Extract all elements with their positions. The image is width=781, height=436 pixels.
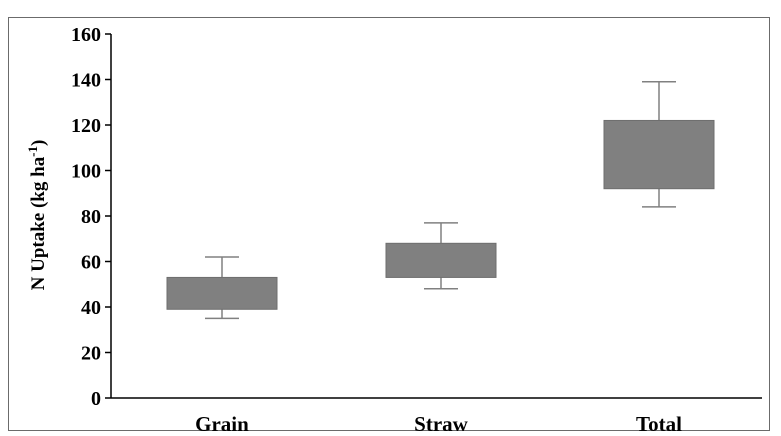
x-category-label: Straw <box>414 412 468 436</box>
box-total <box>603 119 715 190</box>
y-tick-label: 40 <box>81 297 101 319</box>
y-tick-label: 80 <box>81 206 101 228</box>
y-tick-label: 160 <box>71 24 101 46</box>
labels: 0 20 40 60 80 100 120 140 160 Grain Straw Total <box>71 24 682 436</box>
y-tick-label: 0 <box>91 388 101 410</box>
box-straw <box>385 242 497 278</box>
y-tick-label: 120 <box>71 115 101 137</box>
y-tick-label: 20 <box>81 343 101 365</box>
y-tick-label: 140 <box>71 70 101 92</box>
boxes <box>166 81 715 320</box>
y-tick-label: 60 <box>81 252 101 274</box>
y-tick-label: 100 <box>71 161 101 183</box>
x-category-label: Total <box>636 412 682 436</box>
chart-frame <box>8 17 770 431</box>
box-grain <box>166 276 278 310</box>
x-category-label: Grain <box>195 412 249 436</box>
y-axis-title: N Uptake (kg ha-1) <box>25 140 49 291</box>
axes <box>105 33 762 399</box>
